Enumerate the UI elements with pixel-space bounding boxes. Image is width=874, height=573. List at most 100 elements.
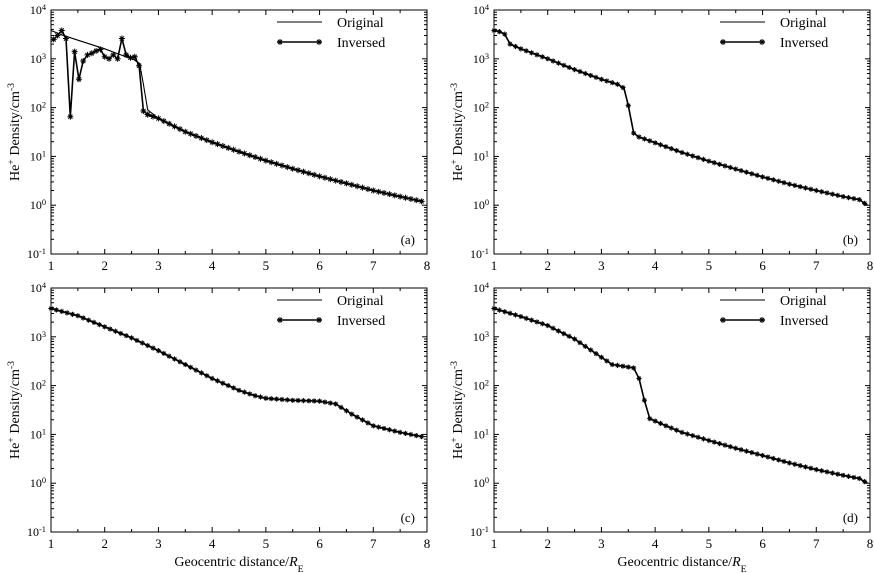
data-point	[136, 62, 143, 69]
data-point	[733, 166, 739, 172]
data-point	[316, 173, 323, 180]
y-tick-label: 100	[473, 476, 489, 491]
data-point	[835, 471, 841, 477]
data-point	[684, 151, 690, 157]
data-point	[86, 317, 92, 323]
data-point	[177, 359, 183, 365]
data-point	[402, 194, 409, 201]
y-tick-label: 104	[30, 3, 47, 18]
data-point	[598, 354, 605, 360]
data-point	[738, 447, 744, 453]
data-point	[343, 180, 350, 187]
data-point	[749, 449, 755, 456]
data-point	[695, 155, 701, 161]
data-point	[333, 401, 339, 407]
data-point	[792, 182, 798, 189]
series-line-inversed	[53, 29, 422, 203]
data-point	[641, 397, 647, 403]
data-point	[187, 130, 194, 137]
data-point	[668, 425, 674, 431]
data-point	[738, 168, 744, 174]
x-tick-label: 4	[209, 258, 216, 273]
data-point	[64, 310, 70, 316]
data-point	[220, 380, 226, 386]
data-point	[407, 195, 414, 202]
data-point	[706, 437, 712, 444]
data-point	[555, 60, 562, 66]
data-point	[101, 53, 108, 60]
x-axis-label: Geocentric distance/RE	[617, 555, 746, 573]
data-point	[311, 398, 317, 404]
series-line-original	[493, 307, 868, 484]
x-tick-label: 3	[155, 536, 162, 551]
data-point	[343, 408, 350, 414]
y-tick-label: 104	[473, 3, 490, 18]
data-point	[518, 313, 524, 320]
data-point	[354, 414, 360, 420]
data-point	[71, 48, 78, 55]
data-point	[684, 431, 690, 437]
data-point	[69, 311, 76, 317]
data-point	[166, 353, 172, 359]
y-axis-label: He+ Density/cm-3	[449, 361, 467, 459]
data-point	[386, 427, 392, 433]
data-point	[711, 160, 717, 166]
data-point	[225, 382, 231, 389]
data-point	[209, 375, 215, 382]
data-point	[290, 397, 296, 403]
data-point	[230, 146, 237, 153]
legend-marker	[277, 317, 283, 323]
data-point	[614, 81, 621, 87]
data-point	[193, 367, 199, 373]
data-point	[770, 177, 776, 183]
data-point	[571, 336, 578, 342]
data-point	[512, 43, 519, 50]
data-point	[306, 398, 312, 404]
data-point	[690, 153, 696, 159]
x-tick-label: 8	[424, 536, 431, 551]
data-point	[566, 333, 572, 339]
data-point	[625, 364, 631, 370]
legend-marker	[720, 39, 726, 45]
data-point	[171, 356, 178, 362]
data-point	[84, 51, 91, 58]
data-point	[338, 178, 345, 185]
data-point	[609, 80, 615, 86]
data-point	[496, 307, 502, 313]
data-point	[140, 108, 147, 115]
data-point	[150, 113, 157, 120]
y-axis-label: He+ Density/cm-3	[6, 361, 24, 459]
data-point	[155, 115, 162, 122]
data-point	[58, 27, 65, 34]
data-point	[300, 168, 307, 175]
y-tick-label: 104	[473, 281, 490, 296]
data-point	[727, 444, 733, 450]
data-point	[631, 365, 637, 371]
data-point	[284, 164, 291, 171]
data-point	[539, 321, 545, 327]
data-point	[80, 58, 87, 65]
data-point	[765, 175, 771, 181]
data-point	[413, 197, 420, 204]
data-point	[743, 169, 750, 175]
data-point	[770, 455, 776, 462]
data-point	[727, 164, 733, 171]
data-point	[647, 138, 653, 144]
data-point	[182, 361, 188, 368]
data-point	[507, 41, 513, 47]
data-point	[53, 307, 59, 313]
data-point	[128, 335, 135, 341]
x-tick-label: 2	[544, 258, 551, 273]
data-point	[700, 436, 707, 442]
data-point	[604, 358, 610, 364]
data-point	[198, 135, 205, 142]
data-point	[797, 184, 803, 190]
data-point	[604, 78, 610, 84]
data-point	[534, 52, 540, 58]
data-point	[571, 67, 578, 73]
data-point	[491, 305, 497, 312]
x-tick-label: 8	[867, 258, 874, 273]
y-tick-label: 102	[30, 378, 46, 393]
data-point	[523, 48, 529, 54]
data-point	[593, 351, 599, 357]
